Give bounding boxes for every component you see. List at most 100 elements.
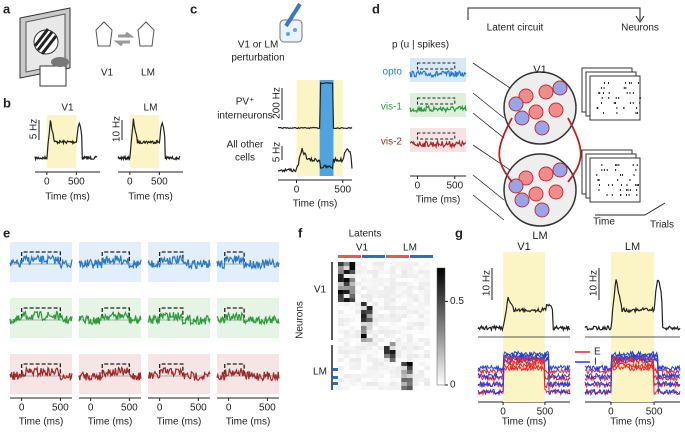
heatmap-cell xyxy=(424,298,431,303)
heatmap-cell xyxy=(361,270,367,275)
spike xyxy=(626,189,628,191)
heatmap-cell xyxy=(412,366,419,371)
row-label: interneurons xyxy=(217,111,273,122)
heatmap-cell xyxy=(343,262,350,267)
heatmap-cell xyxy=(395,298,402,303)
heatmap-cell xyxy=(412,338,419,343)
heatmap-cell xyxy=(338,274,344,279)
heatmap-cell xyxy=(412,294,419,299)
spike xyxy=(607,82,609,84)
heatmap-cell xyxy=(338,370,344,375)
heatmap-cell xyxy=(372,294,379,299)
heatmap-cell xyxy=(378,326,385,331)
spike xyxy=(598,189,600,191)
heatmap-cell xyxy=(338,306,344,311)
heatmap-cell xyxy=(343,294,350,299)
heatmap-cell xyxy=(412,318,419,323)
heatmap-cell xyxy=(378,386,385,391)
heatmap-cell xyxy=(355,278,362,283)
heatmap-cell xyxy=(384,370,390,375)
spike xyxy=(606,169,608,171)
colorbar-tick-label: 0 xyxy=(450,380,456,391)
heatmap-cell xyxy=(343,310,350,315)
heatmap-cell xyxy=(401,350,408,355)
heatmap-cell xyxy=(418,298,425,303)
heatmap-cell xyxy=(361,306,367,311)
connection xyxy=(498,117,582,183)
heatmap-cell xyxy=(366,310,373,315)
spike xyxy=(628,82,630,84)
heatmap-cell xyxy=(412,278,419,283)
heatmap-cell xyxy=(395,322,402,327)
heatmap-cell xyxy=(361,362,367,367)
heatmap-cell xyxy=(407,306,413,311)
heatmap-cell xyxy=(343,270,350,275)
x-axis-label: Time (ms) xyxy=(502,417,547,428)
heatmap-cell xyxy=(366,298,373,303)
latent-group xyxy=(386,255,409,258)
heatmap-cell xyxy=(343,346,350,351)
heatmap-cell xyxy=(401,338,408,343)
heatmap-cell xyxy=(361,266,367,271)
heatmap-cell xyxy=(424,342,431,347)
heatmap-cell xyxy=(418,378,425,383)
heatmap-cell xyxy=(372,334,379,339)
heatmap-cell xyxy=(395,354,402,359)
heatmap-cell xyxy=(372,302,379,307)
heatmap-cell xyxy=(401,362,408,367)
heatmap-cell xyxy=(418,286,425,291)
heatmap-cell xyxy=(338,386,344,391)
heatmap-cell xyxy=(361,274,367,279)
spike xyxy=(620,174,622,176)
heatmap-cell xyxy=(378,334,385,339)
heatmap-cell xyxy=(343,334,350,339)
heatmap-cell xyxy=(355,302,362,307)
node xyxy=(508,96,524,112)
heatmap-cell xyxy=(384,290,390,295)
heatmap-cell xyxy=(361,290,367,295)
heatmap-cell xyxy=(407,314,413,319)
heatmap-cell xyxy=(384,266,390,271)
heatmap-cell xyxy=(401,298,408,303)
spike xyxy=(635,184,637,186)
trace xyxy=(9,253,73,270)
heatmap-cell xyxy=(395,382,402,387)
spike xyxy=(636,184,638,186)
heatmap-cell xyxy=(424,318,431,323)
heatmap-cell xyxy=(349,362,356,367)
heatmap-cell xyxy=(338,330,344,335)
circuit-title: Latent circuit xyxy=(487,23,544,34)
spike xyxy=(636,194,638,196)
spike xyxy=(601,169,603,171)
heatmap-cell xyxy=(361,330,367,335)
spike xyxy=(623,107,625,109)
heatmap-cell xyxy=(372,386,379,391)
heatmap-cell xyxy=(407,370,413,375)
heatmap-cell xyxy=(418,270,425,275)
heatmap-cell xyxy=(338,310,344,315)
spike xyxy=(623,87,625,89)
heatmap-cell xyxy=(407,266,413,271)
heatmap-cell xyxy=(361,350,367,355)
heatmap-cell xyxy=(395,362,402,367)
trace xyxy=(216,367,280,382)
heatmap-cell xyxy=(395,374,402,379)
heatmap-cell xyxy=(349,354,356,359)
heatmap-cell xyxy=(366,358,373,363)
heatmap-cell xyxy=(372,354,379,359)
heatmap-cell xyxy=(343,374,350,379)
heatmap-cell xyxy=(412,270,419,275)
heatmap-cell xyxy=(424,302,431,307)
heatmap-cell xyxy=(389,290,396,295)
heatmap-cell xyxy=(355,350,362,355)
heatmap-cell xyxy=(343,318,350,323)
connection xyxy=(472,174,505,201)
heatmap-cell xyxy=(372,370,379,375)
heatmap-cell xyxy=(401,274,408,279)
heatmap-cell xyxy=(389,330,396,335)
heatmap-cell xyxy=(389,310,396,315)
spike xyxy=(615,164,617,166)
band xyxy=(410,58,466,82)
heatmap-cell xyxy=(361,286,367,291)
heatmap-cell xyxy=(372,346,379,351)
